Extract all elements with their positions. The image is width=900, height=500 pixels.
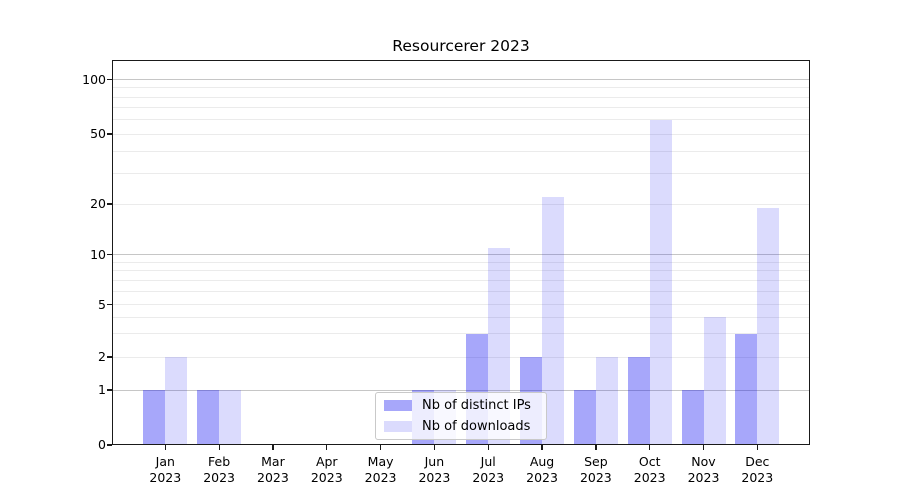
bar-distinct-ips	[627, 357, 650, 445]
x-tick-label: Jun 2023	[418, 454, 451, 485]
x-tick-label: Apr 2023	[310, 454, 343, 485]
y-tick-mark	[107, 133, 112, 135]
gridline-minor	[113, 150, 809, 152]
y-tick-mark	[107, 78, 112, 81]
bar-distinct-ips	[735, 333, 758, 445]
y-tick-mark	[107, 444, 112, 446]
x-tick-mark	[487, 445, 489, 450]
bar-downloads	[757, 207, 780, 445]
gridline-minor	[113, 333, 809, 335]
x-tick-mark	[218, 445, 220, 450]
x-tick-mark	[541, 445, 543, 450]
legend-label-downloads: Nb of downloads	[422, 419, 531, 434]
x-tick-label: Nov 2023	[687, 454, 720, 485]
gridline-minor	[113, 356, 809, 358]
x-tick-label: Feb 2023	[203, 454, 236, 485]
bar-distinct-ips	[143, 390, 166, 445]
x-tick-label: Sep 2023	[579, 454, 612, 485]
x-tick-mark	[272, 445, 274, 450]
y-tick-label: 1	[98, 382, 106, 397]
y-tick-mark	[107, 253, 112, 256]
gridline-minor	[113, 203, 809, 205]
gridline-minor	[113, 87, 809, 89]
y-tick-label: 10	[90, 246, 106, 262]
gridline-major	[113, 79, 809, 80]
x-tick-label: Mar 2023	[257, 454, 289, 485]
gridline-minor	[113, 270, 809, 272]
y-tick-label: 20	[90, 196, 106, 211]
y-tick-label: 0	[98, 437, 106, 452]
legend: Nb of distinct IPs Nb of downloads	[375, 392, 547, 440]
x-tick-label: Dec 2023	[741, 454, 774, 485]
bar-downloads	[165, 357, 188, 445]
x-tick-label: Jul 2023	[472, 454, 505, 485]
y-tick-mark	[107, 389, 112, 391]
gridline-minor	[113, 107, 809, 109]
bar-downloads	[595, 357, 618, 445]
legend-swatch-distinct-ips	[384, 400, 412, 411]
x-tick-mark	[649, 445, 651, 450]
x-tick-mark	[595, 445, 597, 450]
bar-distinct-ips	[573, 390, 596, 445]
x-tick-mark	[433, 445, 436, 450]
y-tick-mark	[107, 303, 112, 306]
gridline-minor	[113, 133, 809, 135]
bar-downloads	[542, 196, 565, 445]
y-tick-label: 100	[82, 71, 106, 87]
legend-item-downloads: Nb of downloads	[384, 417, 538, 436]
x-tick-mark	[326, 445, 328, 450]
gridline-minor	[113, 172, 809, 174]
legend-item-distinct-ips: Nb of distinct IPs	[384, 396, 538, 415]
bar-downloads	[649, 119, 672, 445]
legend-label-distinct-ips: Nb of distinct IPs	[422, 398, 531, 413]
x-tick-label: May 2023	[364, 454, 397, 485]
x-tick-label: Aug 2023	[526, 454, 558, 485]
x-tick-mark	[164, 445, 166, 450]
y-tick-mark	[107, 203, 112, 205]
gridline-minor	[113, 290, 809, 292]
bar-distinct-ips	[681, 390, 704, 445]
x-tick-label: Jan 2023	[149, 454, 182, 485]
bar-downloads	[219, 390, 242, 445]
y-tick-label: 50	[90, 126, 106, 141]
legend-swatch-downloads	[384, 421, 412, 432]
gridline-minor	[113, 304, 809, 305]
gridline-major	[113, 254, 809, 255]
chart-title: Resourcerer 2023	[392, 37, 530, 55]
gridline-minor	[113, 279, 809, 281]
gridline-minor	[113, 316, 809, 318]
gridline-major	[113, 389, 809, 391]
gridline-minor	[113, 119, 809, 121]
x-tick-mark	[379, 445, 382, 450]
gridline-minor	[113, 96, 809, 98]
x-tick-label: Oct 2023	[633, 454, 666, 485]
x-tick-mark	[702, 445, 705, 450]
bar-downloads	[703, 317, 726, 445]
y-tick-label: 2	[98, 349, 106, 364]
y-tick-mark	[107, 356, 112, 358]
x-tick-mark	[756, 445, 759, 450]
bar-distinct-ips	[197, 390, 220, 445]
y-tick-label: 5	[98, 296, 106, 312]
gridline-minor	[113, 261, 809, 263]
